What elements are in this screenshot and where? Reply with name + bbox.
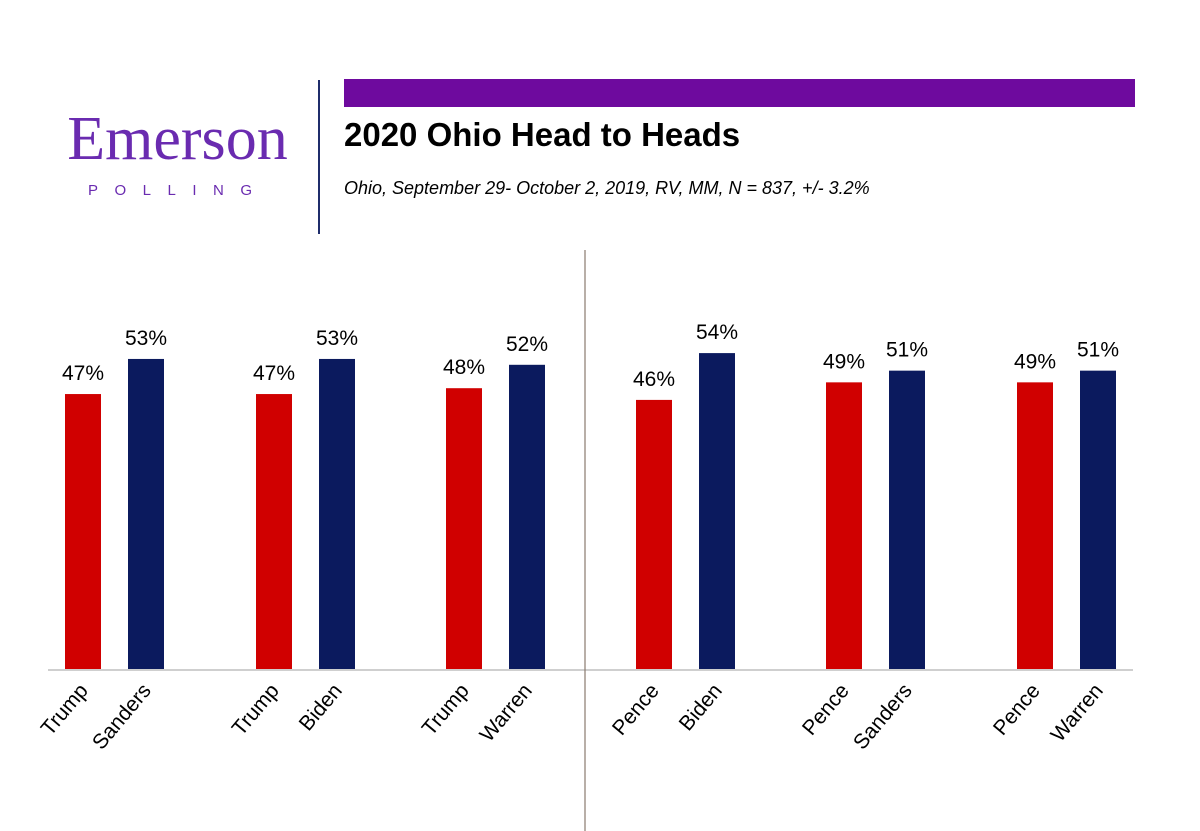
bar-trump-2 bbox=[446, 388, 482, 669]
tick-label-5-0: Pence bbox=[989, 679, 1045, 739]
tick-label-3-0: Pence bbox=[608, 679, 664, 739]
value-label-0-0: 47% bbox=[62, 362, 104, 385]
bar-chart: 47% Trump 53% Sanders 47% Trump 53% Biden 48% Tru… bbox=[37, 250, 1133, 831]
value-label-4-1: 51% bbox=[886, 339, 928, 362]
value-label-3-0: 46% bbox=[633, 368, 675, 391]
tick-label-2-1: Warren bbox=[475, 679, 536, 746]
value-label-3-1: 54% bbox=[696, 321, 738, 344]
header-divider bbox=[318, 80, 320, 234]
tick-label-0-0: Trump bbox=[37, 679, 93, 740]
tick-label-5-1: Warren bbox=[1046, 679, 1107, 746]
value-label-2-0: 48% bbox=[443, 356, 485, 379]
value-label-4-0: 49% bbox=[823, 350, 865, 373]
tick-label-3-1: Biden bbox=[675, 679, 727, 735]
tick-label-2-0: Trump bbox=[418, 679, 474, 740]
tick-label-1-1: Biden bbox=[295, 679, 347, 735]
tick-label-1-0: Trump bbox=[228, 679, 284, 740]
chart-title: 2020 Ohio Head to Heads bbox=[344, 116, 741, 153]
chart-subtitle: Ohio, September 29- October 2, 2019, RV,… bbox=[344, 178, 870, 198]
bar-pence-4 bbox=[826, 382, 862, 669]
value-label-1-0: 47% bbox=[253, 362, 295, 385]
logo-wordmark: Emerson bbox=[67, 105, 288, 173]
logo-tagline: POLLING bbox=[88, 182, 269, 199]
bar-biden-1 bbox=[319, 358, 355, 669]
bar-trump-0 bbox=[65, 394, 101, 669]
value-label-0-1: 53% bbox=[125, 327, 167, 350]
bar-warren-2 bbox=[509, 364, 545, 669]
bar-sanders-0 bbox=[128, 358, 164, 669]
bar-warren-5 bbox=[1080, 370, 1116, 669]
tick-label-0-1: Sanders bbox=[88, 679, 156, 754]
value-label-2-1: 52% bbox=[506, 333, 548, 356]
bar-pence-3 bbox=[636, 399, 672, 669]
bar-biden-3 bbox=[699, 353, 735, 669]
bar-pence-5 bbox=[1017, 382, 1053, 669]
value-label-5-0: 49% bbox=[1014, 350, 1056, 373]
bar-trump-1 bbox=[256, 394, 292, 669]
bar-sanders-4 bbox=[889, 370, 925, 669]
tick-label-4-1: Sanders bbox=[849, 679, 917, 754]
value-label-5-1: 51% bbox=[1077, 339, 1119, 362]
title-accent-bar bbox=[344, 79, 1135, 107]
tick-label-4-0: Pence bbox=[798, 679, 854, 739]
value-label-1-1: 53% bbox=[316, 327, 358, 350]
